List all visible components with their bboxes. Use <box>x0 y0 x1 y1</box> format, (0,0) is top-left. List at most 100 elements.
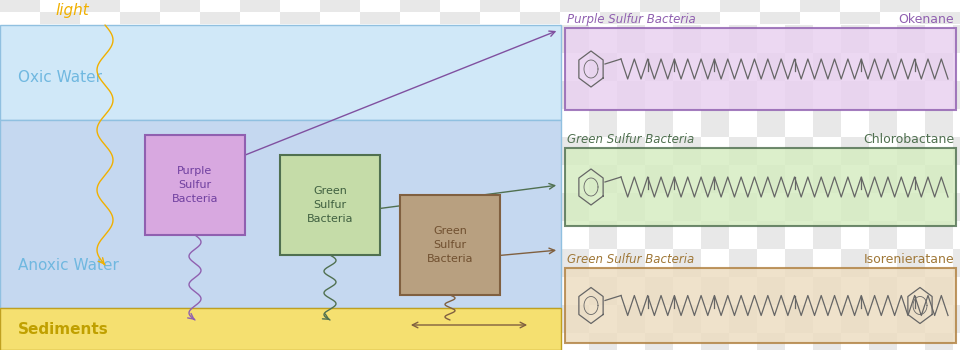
Bar <box>280 12 320 24</box>
Bar <box>160 12 200 24</box>
Bar <box>813 221 841 249</box>
Bar <box>880 0 920 12</box>
Bar <box>953 249 960 277</box>
Bar <box>841 249 869 277</box>
Bar <box>561 25 589 53</box>
Bar <box>645 165 673 193</box>
Bar <box>953 221 960 249</box>
Bar <box>617 137 645 165</box>
Bar <box>701 193 729 221</box>
Bar <box>561 333 589 350</box>
Bar <box>897 25 925 53</box>
Bar <box>953 81 960 109</box>
Bar <box>280 155 380 255</box>
Text: Green
Sulfur
Bacteria: Green Sulfur Bacteria <box>427 226 473 264</box>
Bar <box>925 25 953 53</box>
Bar <box>589 25 617 53</box>
Bar <box>785 333 813 350</box>
Bar <box>785 277 813 305</box>
Bar <box>560 12 600 24</box>
Bar <box>953 277 960 305</box>
Bar <box>240 0 280 12</box>
Bar <box>925 333 953 350</box>
Bar <box>925 165 953 193</box>
Bar <box>589 277 617 305</box>
Bar <box>869 25 897 53</box>
Bar <box>520 0 560 12</box>
Bar <box>120 12 160 24</box>
Bar <box>589 249 617 277</box>
Bar <box>701 333 729 350</box>
Bar <box>80 0 120 12</box>
Bar <box>785 249 813 277</box>
Bar <box>897 333 925 350</box>
Bar <box>200 0 240 12</box>
Text: Anoxic Water: Anoxic Water <box>18 258 119 273</box>
Bar <box>925 137 953 165</box>
Text: Purple
Sulfur
Bacteria: Purple Sulfur Bacteria <box>172 166 218 204</box>
Bar <box>701 221 729 249</box>
Bar <box>897 137 925 165</box>
Bar <box>869 81 897 109</box>
Bar <box>953 53 960 81</box>
Bar <box>757 333 785 350</box>
Bar <box>840 12 880 24</box>
Bar <box>813 249 841 277</box>
Bar <box>869 221 897 249</box>
Bar <box>841 221 869 249</box>
Bar <box>673 277 701 305</box>
Bar <box>785 81 813 109</box>
Bar <box>925 249 953 277</box>
Bar <box>673 249 701 277</box>
Bar <box>589 165 617 193</box>
Text: light: light <box>55 2 88 18</box>
Bar <box>813 81 841 109</box>
Bar <box>160 0 200 12</box>
Bar <box>757 109 785 137</box>
Bar <box>589 193 617 221</box>
Bar <box>561 81 589 109</box>
Bar <box>925 193 953 221</box>
Bar <box>520 12 560 24</box>
Bar <box>785 109 813 137</box>
Bar <box>640 0 680 12</box>
Bar <box>897 221 925 249</box>
Bar <box>757 53 785 81</box>
Text: Chlorobactane: Chlorobactane <box>863 133 954 146</box>
Bar <box>617 333 645 350</box>
Bar <box>757 221 785 249</box>
Bar <box>729 249 757 277</box>
Bar <box>701 109 729 137</box>
Bar <box>800 12 840 24</box>
Bar <box>561 221 589 249</box>
Bar <box>280 0 320 12</box>
Bar <box>760 0 800 12</box>
Bar <box>617 277 645 305</box>
Bar <box>680 12 720 24</box>
Bar <box>565 28 956 110</box>
Bar <box>645 333 673 350</box>
Bar <box>729 81 757 109</box>
Bar <box>757 137 785 165</box>
Bar <box>589 81 617 109</box>
Bar <box>813 137 841 165</box>
Bar <box>617 249 645 277</box>
Bar <box>841 25 869 53</box>
Bar <box>617 165 645 193</box>
Bar <box>645 81 673 109</box>
Bar <box>953 193 960 221</box>
Bar <box>589 305 617 333</box>
Bar <box>617 109 645 137</box>
Bar <box>729 109 757 137</box>
Bar <box>920 12 960 24</box>
Bar <box>673 25 701 53</box>
Bar <box>813 193 841 221</box>
Bar <box>645 53 673 81</box>
Bar <box>729 277 757 305</box>
Bar <box>720 12 760 24</box>
Bar <box>953 109 960 137</box>
Bar <box>589 333 617 350</box>
Bar <box>701 249 729 277</box>
Bar <box>0 25 561 120</box>
Bar <box>145 135 245 235</box>
